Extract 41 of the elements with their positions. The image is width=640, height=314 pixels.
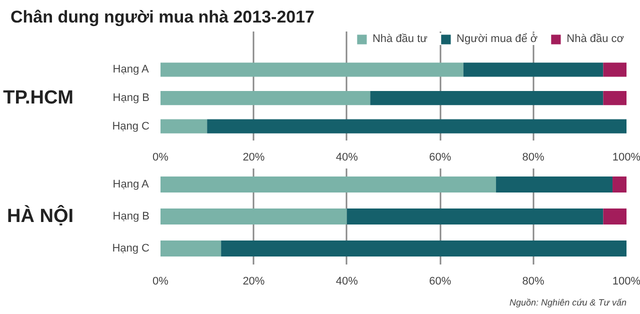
bar	[463, 62, 604, 77]
y-tick-label: Hạng C	[112, 120, 150, 132]
bar	[370, 90, 604, 106]
legend-label: Người mua để ở	[456, 33, 538, 45]
y-axis-title: HÀ NỘI	[7, 204, 74, 227]
legend-label: Nhà đầu cơ	[566, 33, 624, 45]
x-tick-label: 60%	[429, 276, 452, 288]
bar	[496, 176, 613, 192]
bar	[160, 119, 208, 134]
x-tick-label: 80%	[522, 276, 545, 288]
x-tick-label: 0%	[152, 276, 169, 288]
bar	[160, 62, 464, 77]
x-tick-label: 100%	[612, 276, 640, 288]
bar	[160, 176, 496, 192]
x-tick-label: 40%	[336, 276, 358, 288]
y-axis-title: TP.HCM	[3, 88, 74, 109]
y-tick-label: Hạng B	[112, 92, 150, 104]
bar	[603, 90, 626, 106]
text: Nguồn: Nghiên cứu & Tư vấn	[510, 298, 627, 308]
y-tick-label: Hạng A	[112, 178, 150, 190]
y-tick-label: Hạng B	[112, 210, 150, 222]
bar	[207, 119, 626, 134]
chart-title: Chân dung người mua nhà 2013-2017	[10, 8, 315, 26]
x-tick-label: 60%	[429, 152, 452, 164]
x-tick-label: 80%	[522, 152, 545, 164]
bar	[160, 240, 222, 256]
bar	[603, 208, 626, 224]
y-tick-label: Hạng A	[112, 64, 150, 76]
bar	[346, 208, 604, 224]
legend-label: Nhà đầu tư	[372, 33, 428, 45]
x-tick-label: 20%	[242, 152, 265, 164]
bar	[603, 62, 626, 77]
y-tick-label: Hạng C	[112, 242, 150, 254]
x-tick-label: 0%	[152, 152, 169, 164]
bar	[160, 208, 347, 224]
x-tick-label: 20%	[242, 276, 265, 288]
x-tick-label: 100%	[612, 152, 640, 164]
bar	[221, 240, 626, 256]
bar	[612, 176, 626, 192]
x-tick-label: 40%	[336, 152, 358, 164]
bar	[160, 90, 370, 106]
